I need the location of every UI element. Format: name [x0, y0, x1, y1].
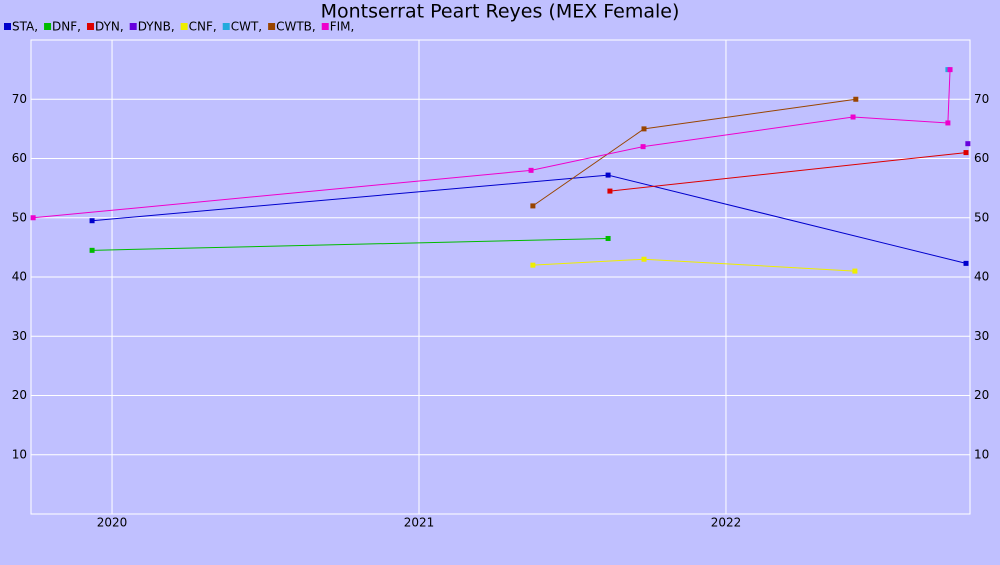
- y-tick-label: 40: [12, 270, 27, 284]
- data-point: [945, 120, 951, 126]
- data-point: [641, 256, 647, 262]
- y2-tick-label: 30: [974, 329, 989, 343]
- y-tick-label: 60: [12, 151, 27, 165]
- data-point: [89, 247, 95, 253]
- data-point: [947, 67, 953, 73]
- x-tick-label: 2020: [97, 516, 128, 530]
- legend-label: CWT,: [231, 20, 262, 34]
- series-line: [33, 69, 951, 219]
- legend-label: CWTB,: [276, 20, 316, 34]
- data-point: [89, 218, 95, 224]
- data-point: [963, 260, 969, 266]
- y2-tick-label: 20: [974, 388, 989, 402]
- legend-label: CNF,: [189, 20, 217, 34]
- data-point: [640, 144, 646, 150]
- data-point: [30, 215, 36, 221]
- legend-swatch: [268, 23, 276, 30]
- series-line: [609, 152, 967, 192]
- y-tick-label: 70: [12, 92, 27, 106]
- y-tick-label: 50: [12, 210, 27, 224]
- legend-label: DNF,: [52, 20, 81, 34]
- x-tick-label: 2021: [404, 516, 435, 530]
- legend-swatch: [222, 23, 230, 30]
- y-tick-label: 30: [12, 329, 27, 343]
- x-tick-label: 2022: [711, 516, 742, 530]
- data-point: [607, 188, 613, 194]
- data-point: [605, 235, 611, 241]
- legend-swatch: [44, 23, 52, 30]
- data-point: [853, 96, 859, 102]
- data-point: [605, 172, 611, 178]
- data-point: [963, 150, 969, 156]
- chart-title: Montserrat Peart Reyes (MEX Female): [321, 1, 680, 23]
- legend-swatch: [86, 23, 94, 30]
- legend-label: DYNB,: [138, 20, 175, 34]
- y2-tick-label: 50: [974, 210, 989, 224]
- y2-tick-label: 40: [974, 270, 989, 284]
- data-point: [852, 268, 858, 274]
- legend-label: STA,: [12, 20, 38, 34]
- y2-tick-label: 10: [974, 447, 989, 461]
- y-tick-label: 20: [12, 388, 27, 402]
- data-point: [530, 262, 536, 268]
- data-point: [850, 114, 856, 120]
- data-point: [528, 167, 534, 173]
- data-point: [530, 203, 536, 209]
- legend-swatch: [180, 23, 188, 30]
- data-point: [641, 126, 647, 132]
- y2-tick-label: 60: [974, 151, 989, 165]
- legend-label: DYN,: [95, 20, 124, 34]
- legend-swatch: [129, 23, 137, 30]
- series-line: [92, 237, 609, 251]
- legend-swatch: [321, 23, 329, 30]
- y-tick-label: 10: [12, 447, 27, 461]
- legend-label: FIM,: [330, 20, 355, 34]
- legend-swatch: [4, 23, 11, 30]
- data-point: [965, 141, 971, 147]
- y2-tick-label: 70: [974, 92, 989, 106]
